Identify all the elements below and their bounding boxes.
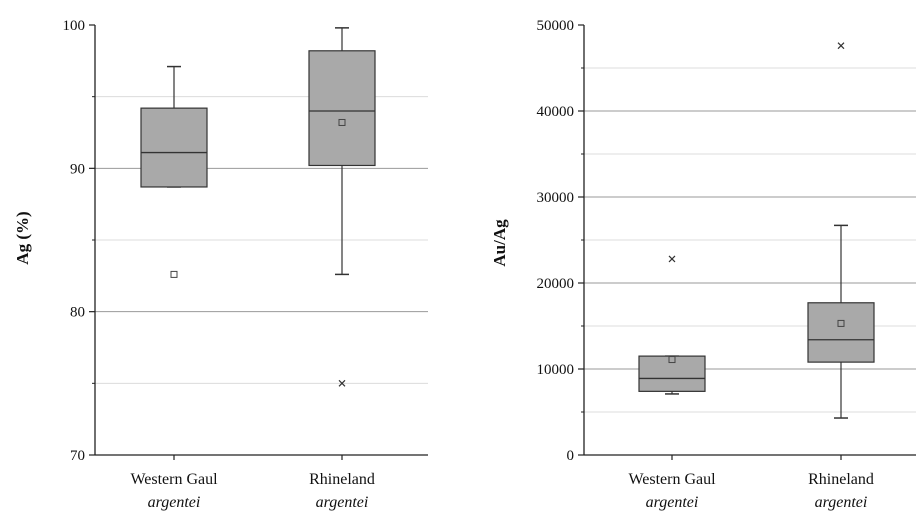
y-axis-label: Au/Ag <box>490 219 509 267</box>
chart-ag-percent: 70 80 90 100 Ag (%) Western Gaul argentei Rhine… <box>13 18 428 511</box>
x-category-sublabel: argentei <box>646 494 699 511</box>
iqr-box <box>807 302 875 363</box>
y-axis-label: Ag (%) <box>13 211 32 264</box>
mean-marker <box>170 270 178 278</box>
y-tick-label: 20000 <box>537 276 575 292</box>
outlier-marker <box>338 379 346 387</box>
x-category-label: Rhineland <box>309 471 375 488</box>
y-tick-label: 10000 <box>537 362 575 378</box>
y-tick-label: 100 <box>63 18 86 34</box>
iqr-box <box>140 107 208 188</box>
x-category-label: Western Gaul <box>130 471 218 488</box>
x-category-sublabel: argentei <box>815 494 868 511</box>
x-category-sublabel: argentei <box>148 494 201 511</box>
iqr-box <box>308 50 376 167</box>
mean-marker <box>668 356 676 364</box>
mean-marker <box>338 118 346 126</box>
y-tick-label: 70 <box>70 448 85 464</box>
chart-au-ag-ratio: 0 10000 20000 30000 40000 50000 Au/Ag Western G… <box>490 18 916 511</box>
iqr-box <box>638 355 706 392</box>
y-tick-label: 30000 <box>537 190 575 206</box>
y-tick-label: 90 <box>70 161 85 177</box>
x-category-label: Rhineland <box>808 471 874 488</box>
mean-marker <box>837 319 845 327</box>
y-tick-label: 40000 <box>537 104 575 120</box>
x-category-sublabel: argentei <box>316 494 369 511</box>
y-tick-label: 50000 <box>537 18 575 34</box>
outlier-marker <box>837 42 845 50</box>
outlier-marker <box>668 255 676 263</box>
y-tick-label: 0 <box>567 448 575 464</box>
y-tick-label: 80 <box>70 305 85 321</box>
x-category-label: Western Gaul <box>628 471 716 488</box>
